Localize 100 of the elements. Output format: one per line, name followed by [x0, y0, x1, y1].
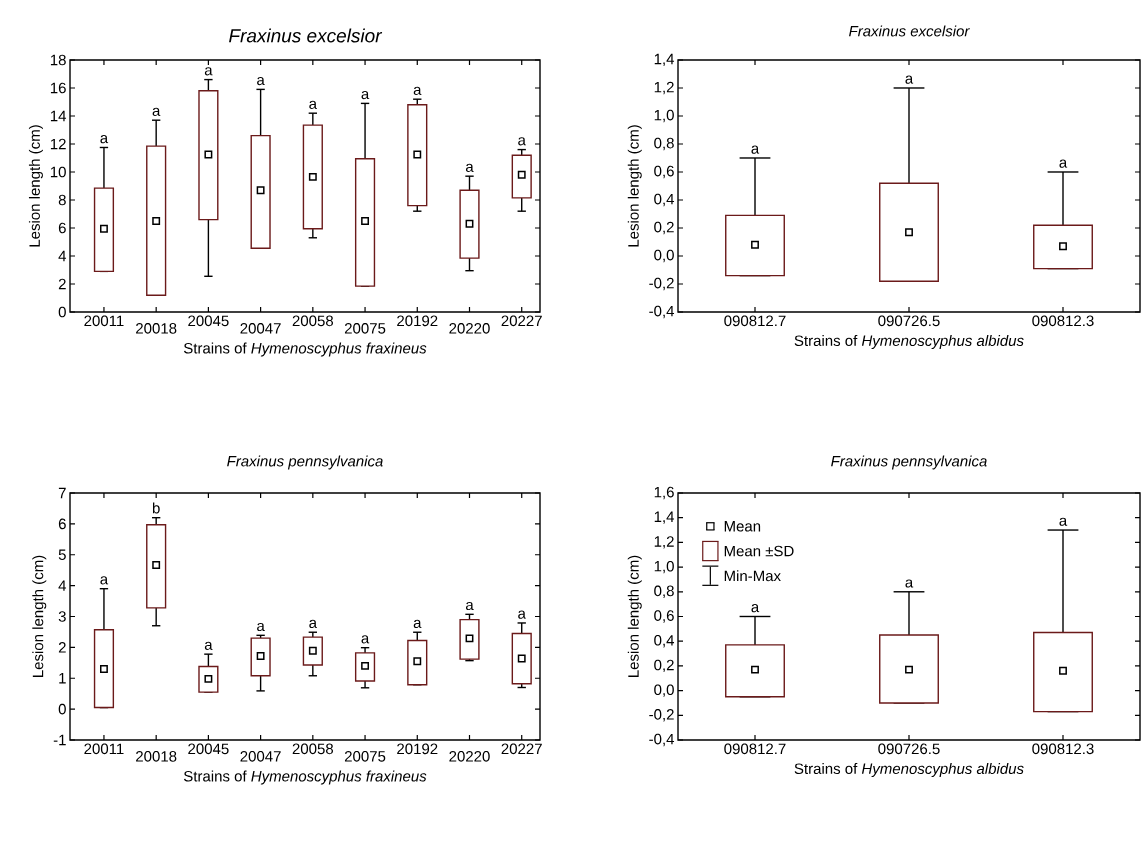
annotation: a — [465, 163, 474, 172]
y-tick-label: 0,4 — [654, 634, 675, 648]
y-tick-label: -0,4 — [649, 733, 675, 747]
x-tick-label: 20058 — [292, 743, 334, 755]
annotation: a — [1059, 159, 1068, 168]
annotation: a — [152, 107, 161, 116]
annotation: a — [751, 604, 760, 613]
annotation: a — [465, 601, 474, 611]
x-tick-label: 090812.3 — [1032, 743, 1094, 755]
x-tick-label: 20018 — [136, 751, 177, 762]
x-tick-label: 090812.7 — [724, 743, 786, 755]
y-tick-label: 1,0 — [654, 109, 674, 123]
y-axis-title: Lesion length (cm) — [627, 125, 642, 247]
annotation: a — [413, 86, 422, 95]
x-tick-label: 20227 — [501, 315, 542, 327]
y-tick-label: 0,2 — [654, 659, 674, 673]
y-tick-label: 2 — [58, 278, 66, 290]
y-tick-label: 0,0 — [654, 684, 674, 697]
annotation: a — [1059, 517, 1068, 526]
y-tick-label: 1,2 — [654, 81, 674, 95]
y-tick-label: 2 — [58, 642, 66, 653]
y-tick-label: 5 — [58, 549, 66, 560]
annotation: b — [152, 502, 160, 514]
x-tick-label: 20220 — [449, 323, 490, 334]
x-tick-label: 20192 — [397, 743, 438, 755]
y-tick-label: 0,8 — [654, 585, 674, 598]
annotation: a — [518, 610, 526, 619]
x-tick-label: 20011 — [84, 743, 124, 755]
x-tick-label: 20047 — [240, 751, 281, 762]
y-tick-label: 1 — [59, 673, 66, 684]
x-tick-label: 20018 — [136, 323, 177, 334]
x-tick-label: 090726.5 — [878, 315, 940, 327]
y-tick-label: 0 — [58, 306, 66, 318]
annotation: Mean — [724, 521, 761, 532]
x-axis-title: Strains of Hymenoscyphus fraxineus — [183, 342, 427, 357]
y-tick-label: -0,2 — [649, 709, 674, 722]
y-axis-title: Lesion length (cm) — [32, 555, 47, 677]
x-tick-label: 20045 — [188, 743, 229, 755]
annotation: a — [204, 641, 213, 650]
x-tick-label: 20047 — [240, 323, 281, 334]
chart-title: Fraxinus pennsylvanica — [831, 455, 987, 470]
y-tick-label: 1,4 — [654, 53, 675, 67]
y-tick-label: 12 — [50, 138, 66, 150]
y-tick-label: 0,0 — [654, 249, 674, 263]
annotation: a — [309, 619, 318, 629]
x-axis-title: Strains of Hymenoscyphus albidus — [794, 335, 1024, 349]
annotation: a — [309, 100, 318, 109]
y-tick-label: 8 — [58, 194, 66, 206]
y-axis-title: Lesion length (cm) — [627, 555, 642, 677]
y-tick-label: 3 — [58, 611, 66, 622]
y-tick-label: 1,4 — [654, 511, 675, 524]
x-tick-label: 20045 — [188, 315, 229, 327]
x-tick-label: 090812.7 — [724, 315, 786, 327]
y-tick-label: 0,2 — [654, 221, 674, 235]
annotation: Mean ±SD — [724, 545, 794, 557]
y-tick-label: 0,6 — [654, 165, 674, 179]
y-tick-label: 0 — [58, 703, 66, 715]
annotation: Min-Max — [724, 570, 781, 582]
y-tick-label: -0,2 — [649, 277, 674, 291]
annotation: a — [518, 137, 526, 146]
x-tick-label: 20227 — [501, 743, 542, 755]
annotation: a — [257, 76, 265, 86]
x-tick-label: 20075 — [344, 323, 386, 334]
y-tick-label: 4 — [58, 250, 67, 262]
annotation: a — [751, 145, 760, 154]
y-tick-label: 4 — [58, 580, 67, 591]
x-tick-label: 20058 — [292, 315, 334, 327]
annotation: a — [204, 67, 213, 76]
y-tick-label: 0,6 — [654, 610, 674, 623]
annotation: a — [361, 635, 370, 644]
y-tick-label: 7 — [58, 487, 66, 499]
y-axis-title: Lesion length (cm) — [28, 125, 43, 247]
y-tick-label: 6 — [58, 222, 66, 234]
x-tick-label: 090726.5 — [878, 743, 940, 755]
y-tick-label: 1,2 — [654, 536, 674, 549]
x-tick-label: 090812.3 — [1032, 315, 1094, 327]
chart-title: Fraxinus excelsior — [849, 25, 970, 37]
y-tick-label: 16 — [50, 82, 66, 94]
y-tick-label: 0,8 — [654, 137, 674, 151]
annotation: a — [100, 135, 109, 144]
y-tick-label: -0,4 — [649, 305, 675, 319]
x-tick-label: 20192 — [397, 315, 438, 327]
x-tick-label: 20011 — [84, 315, 124, 327]
x-axis-title: Strains of Hymenoscyphus fraxineus — [183, 770, 427, 785]
annotation: a — [361, 90, 370, 100]
y-tick-label: 10 — [50, 166, 66, 178]
x-axis-title: Strains of Hymenoscyphus albidus — [794, 763, 1024, 777]
y-tick-label: 18 — [50, 54, 66, 66]
annotation: a — [905, 579, 914, 588]
x-tick-label: 20075 — [344, 751, 386, 762]
annotation: a — [413, 619, 422, 629]
y-tick-label: 14 — [50, 110, 67, 122]
chart-title: Fraxinus pennsylvanica — [227, 455, 383, 470]
y-tick-label: -1 — [53, 734, 66, 746]
annotation: a — [905, 75, 914, 84]
y-tick-label: 1,6 — [654, 486, 674, 500]
chart-title: Fraxinus excelsior — [229, 28, 383, 43]
y-tick-label: 0,4 — [654, 193, 675, 207]
annotation: a — [257, 622, 265, 632]
x-tick-label: 20220 — [449, 751, 490, 762]
